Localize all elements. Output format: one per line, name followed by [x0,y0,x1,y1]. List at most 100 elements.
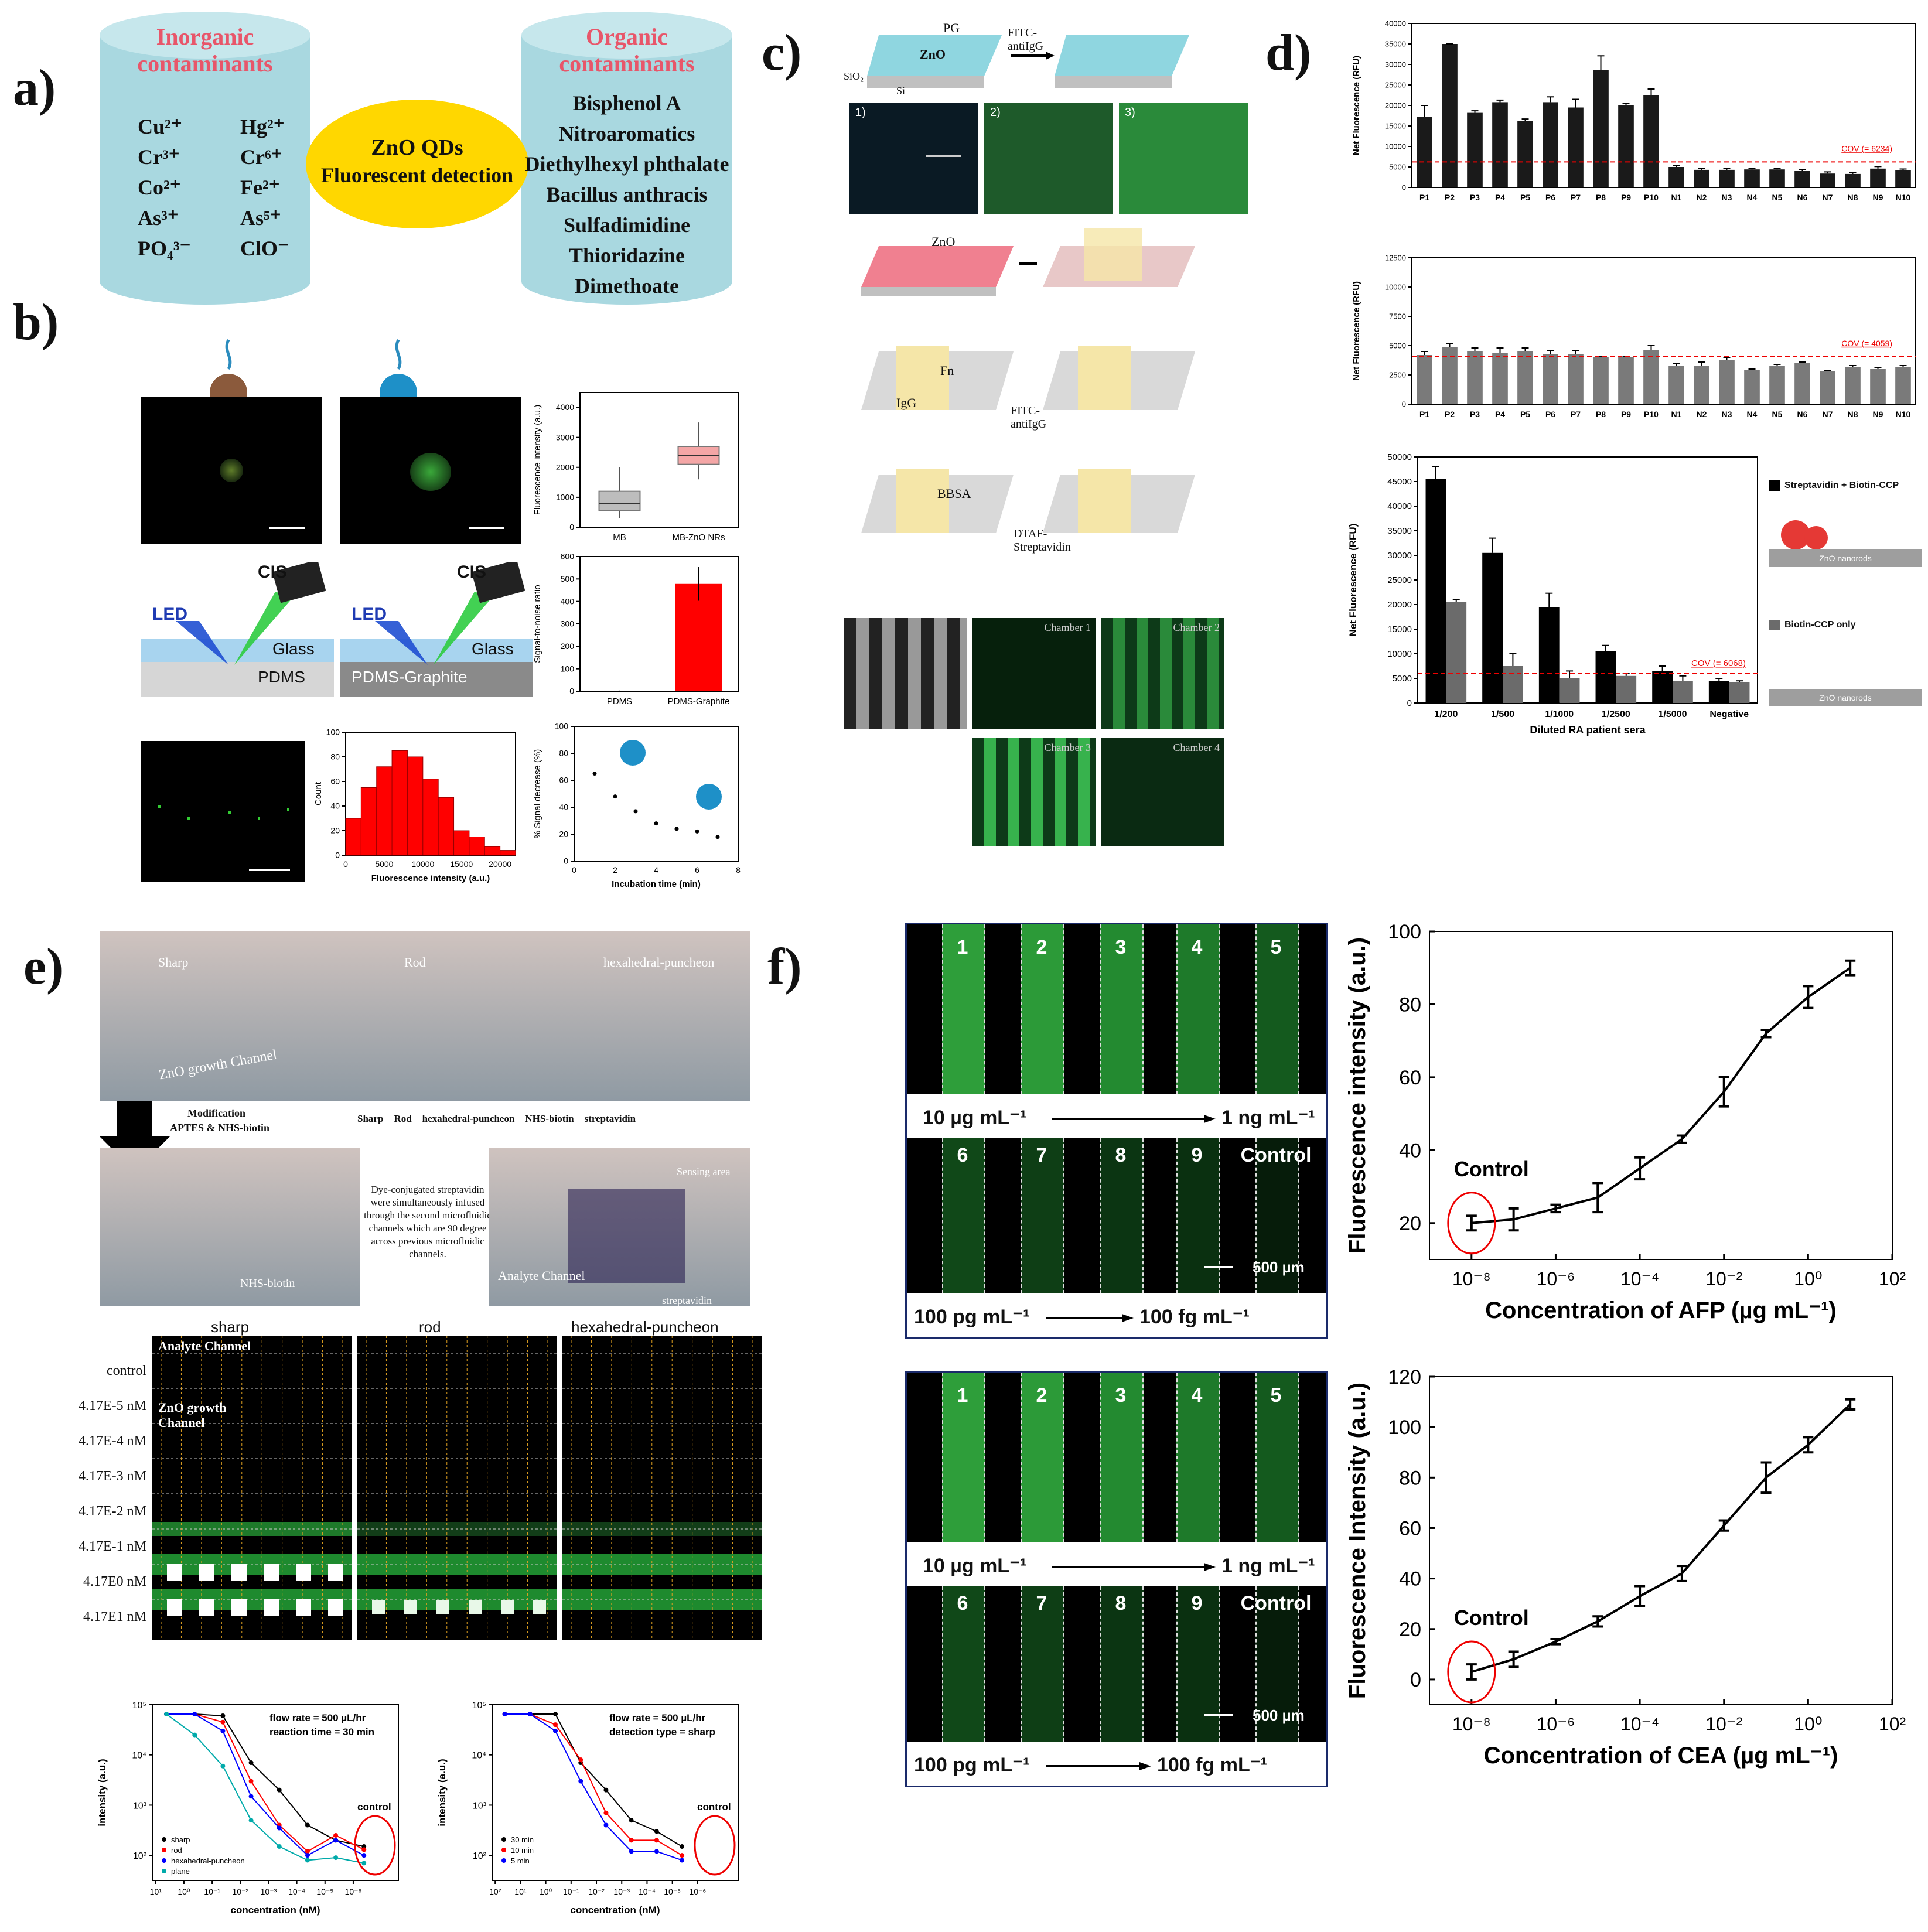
chip-schematic-1 [867,35,1189,88]
y-tick-label: 20 [1399,1213,1421,1235]
bright-spot [167,1564,182,1581]
data-point [192,1732,197,1738]
x-tick-label: 10⁻⁶ [1537,1268,1575,1289]
data-point [502,1712,507,1717]
x-tick-label: 10² [1879,1268,1906,1289]
data-point [248,1794,254,1799]
control-circle [1447,1192,1496,1255]
bright-spot [296,1564,311,1581]
bright-spot [199,1564,214,1581]
zno-label: ZnO [920,47,946,62]
plot-frame [1411,257,1916,405]
legend-swatch-black [1769,480,1780,491]
data-point [695,829,699,834]
data-point [305,1853,310,1858]
bar [1568,354,1584,404]
data-point [654,1829,659,1834]
sio2-label: SiO₂ [844,70,864,82]
modification-label: Modification [187,1107,245,1119]
plot-frame [492,1704,739,1881]
dtaf-label: DTAF-Streptavidin [1014,527,1071,554]
left-cylinder-top [100,12,310,59]
lane-number: 3 [1115,936,1127,958]
x-tick-label: 10⁻⁶ [1537,1713,1575,1735]
data-point [629,1838,634,1843]
y-tick-label: 80 [1399,994,1421,1016]
label-rod: Rod [404,955,426,970]
x-tick-label: 10⁻⁶ [345,1887,362,1896]
x-tick-label: 10⁰ [1794,1713,1822,1735]
data-point [220,1728,226,1733]
y-tick-label: 35000 [1387,526,1412,536]
bar [1744,169,1760,187]
bar [1769,169,1785,187]
x-tick-label: P8 [1596,409,1606,419]
bar [1417,355,1432,404]
bar [1845,367,1861,404]
bright-spot [231,1564,247,1581]
y-tick-label: 100 [326,728,340,737]
igg-label: IgG [896,395,917,410]
data-point [277,1825,282,1831]
data-point [277,1844,282,1849]
cis-label: CIS [457,562,487,582]
x-tick-label: P8 [1596,193,1606,202]
lane [942,924,985,1094]
x-tick-label: 10⁻⁵ [316,1887,333,1896]
lane [1176,924,1220,1094]
lane-number: 5 [1270,1384,1282,1407]
series-line [1471,967,1851,1224]
data-point [333,1833,339,1838]
bar [1895,367,1911,404]
x-tick-label: P3 [1470,193,1480,202]
bar [1492,102,1508,187]
bar [1618,105,1634,187]
panel-a: Inorganic contaminants Cu²⁺ Cr³⁺ Co²⁺ As… [88,12,750,310]
left-cylinder-bottom [100,258,310,305]
f-top-scale: 500 µm [1253,1258,1305,1276]
box [598,490,641,511]
y-axis-label: % Signal decrease (%) [533,749,542,839]
f-range-arrows-2 [1046,1563,1233,1770]
control-label: control [697,1801,731,1812]
data-point [613,794,617,799]
bar [1425,479,1446,703]
x-tick-label: N10 [1896,409,1911,419]
x-tick-label: 10⁻⁴ [288,1887,305,1896]
y-tick-label: 10⁵ [472,1701,486,1711]
chart-d1-bars: 0 5000 10000 15000 20000 25000 30000 35000 40000… [1352,19,1916,202]
fitc-label: FITC-antiIgG [1008,26,1044,53]
organic-item: Diethylhexyl phthalate [524,152,729,176]
magnetic-bead-icon [210,339,247,398]
y-tick-label: 80 [1399,1467,1421,1489]
y-tick-label: 60 [1399,1517,1421,1540]
x-tick-label: 10⁰ [1794,1268,1822,1289]
histogram-bar [376,766,393,856]
bar [1719,169,1735,187]
x-tick-label: 10¹ [150,1887,162,1896]
lane-number: 7 [1036,1144,1047,1166]
data-point [220,1719,226,1725]
y-tick-label: 10³ [473,1801,487,1811]
label-hex: hexahedral-puncheon [603,955,715,970]
y-tick-label: 200 [561,641,575,651]
f-bot-range2-start: 100 pg mL⁻¹ [914,1754,1030,1776]
chart-d2-bars: 0 2500 5000 7500 10000 12500 Net Fluorescence … [1352,253,1916,419]
x-axis-label: concentration (nM) [231,1904,320,1916]
chart-b1-boxplot: 0 1000 2000 3000 4000 Fluorescence intensity … [533,392,739,542]
lane [1255,1138,1299,1293]
ion-item: Cr⁶⁺ [240,145,282,169]
lane-number: 4 [1191,1384,1203,1407]
data-point [248,1779,254,1784]
fn-label: Fn [940,363,954,378]
control-label: Control [1454,1606,1529,1630]
data-point [248,1760,254,1765]
y-tick-label: 80 [559,749,568,758]
y-tick-label: 40000 [1387,501,1412,511]
image-1: 1) [849,103,978,214]
lane [1021,1138,1064,1293]
x-tick-label: N6 [1797,409,1808,419]
chart-b4-signal-decrease: 0 20 40 60 80 100 % Signal decrease (%) 0 2 4 6 8 In… [533,722,741,889]
y-tick-label: 0 [569,687,574,696]
cutoff-label: COV (= 4059) [1841,339,1892,348]
